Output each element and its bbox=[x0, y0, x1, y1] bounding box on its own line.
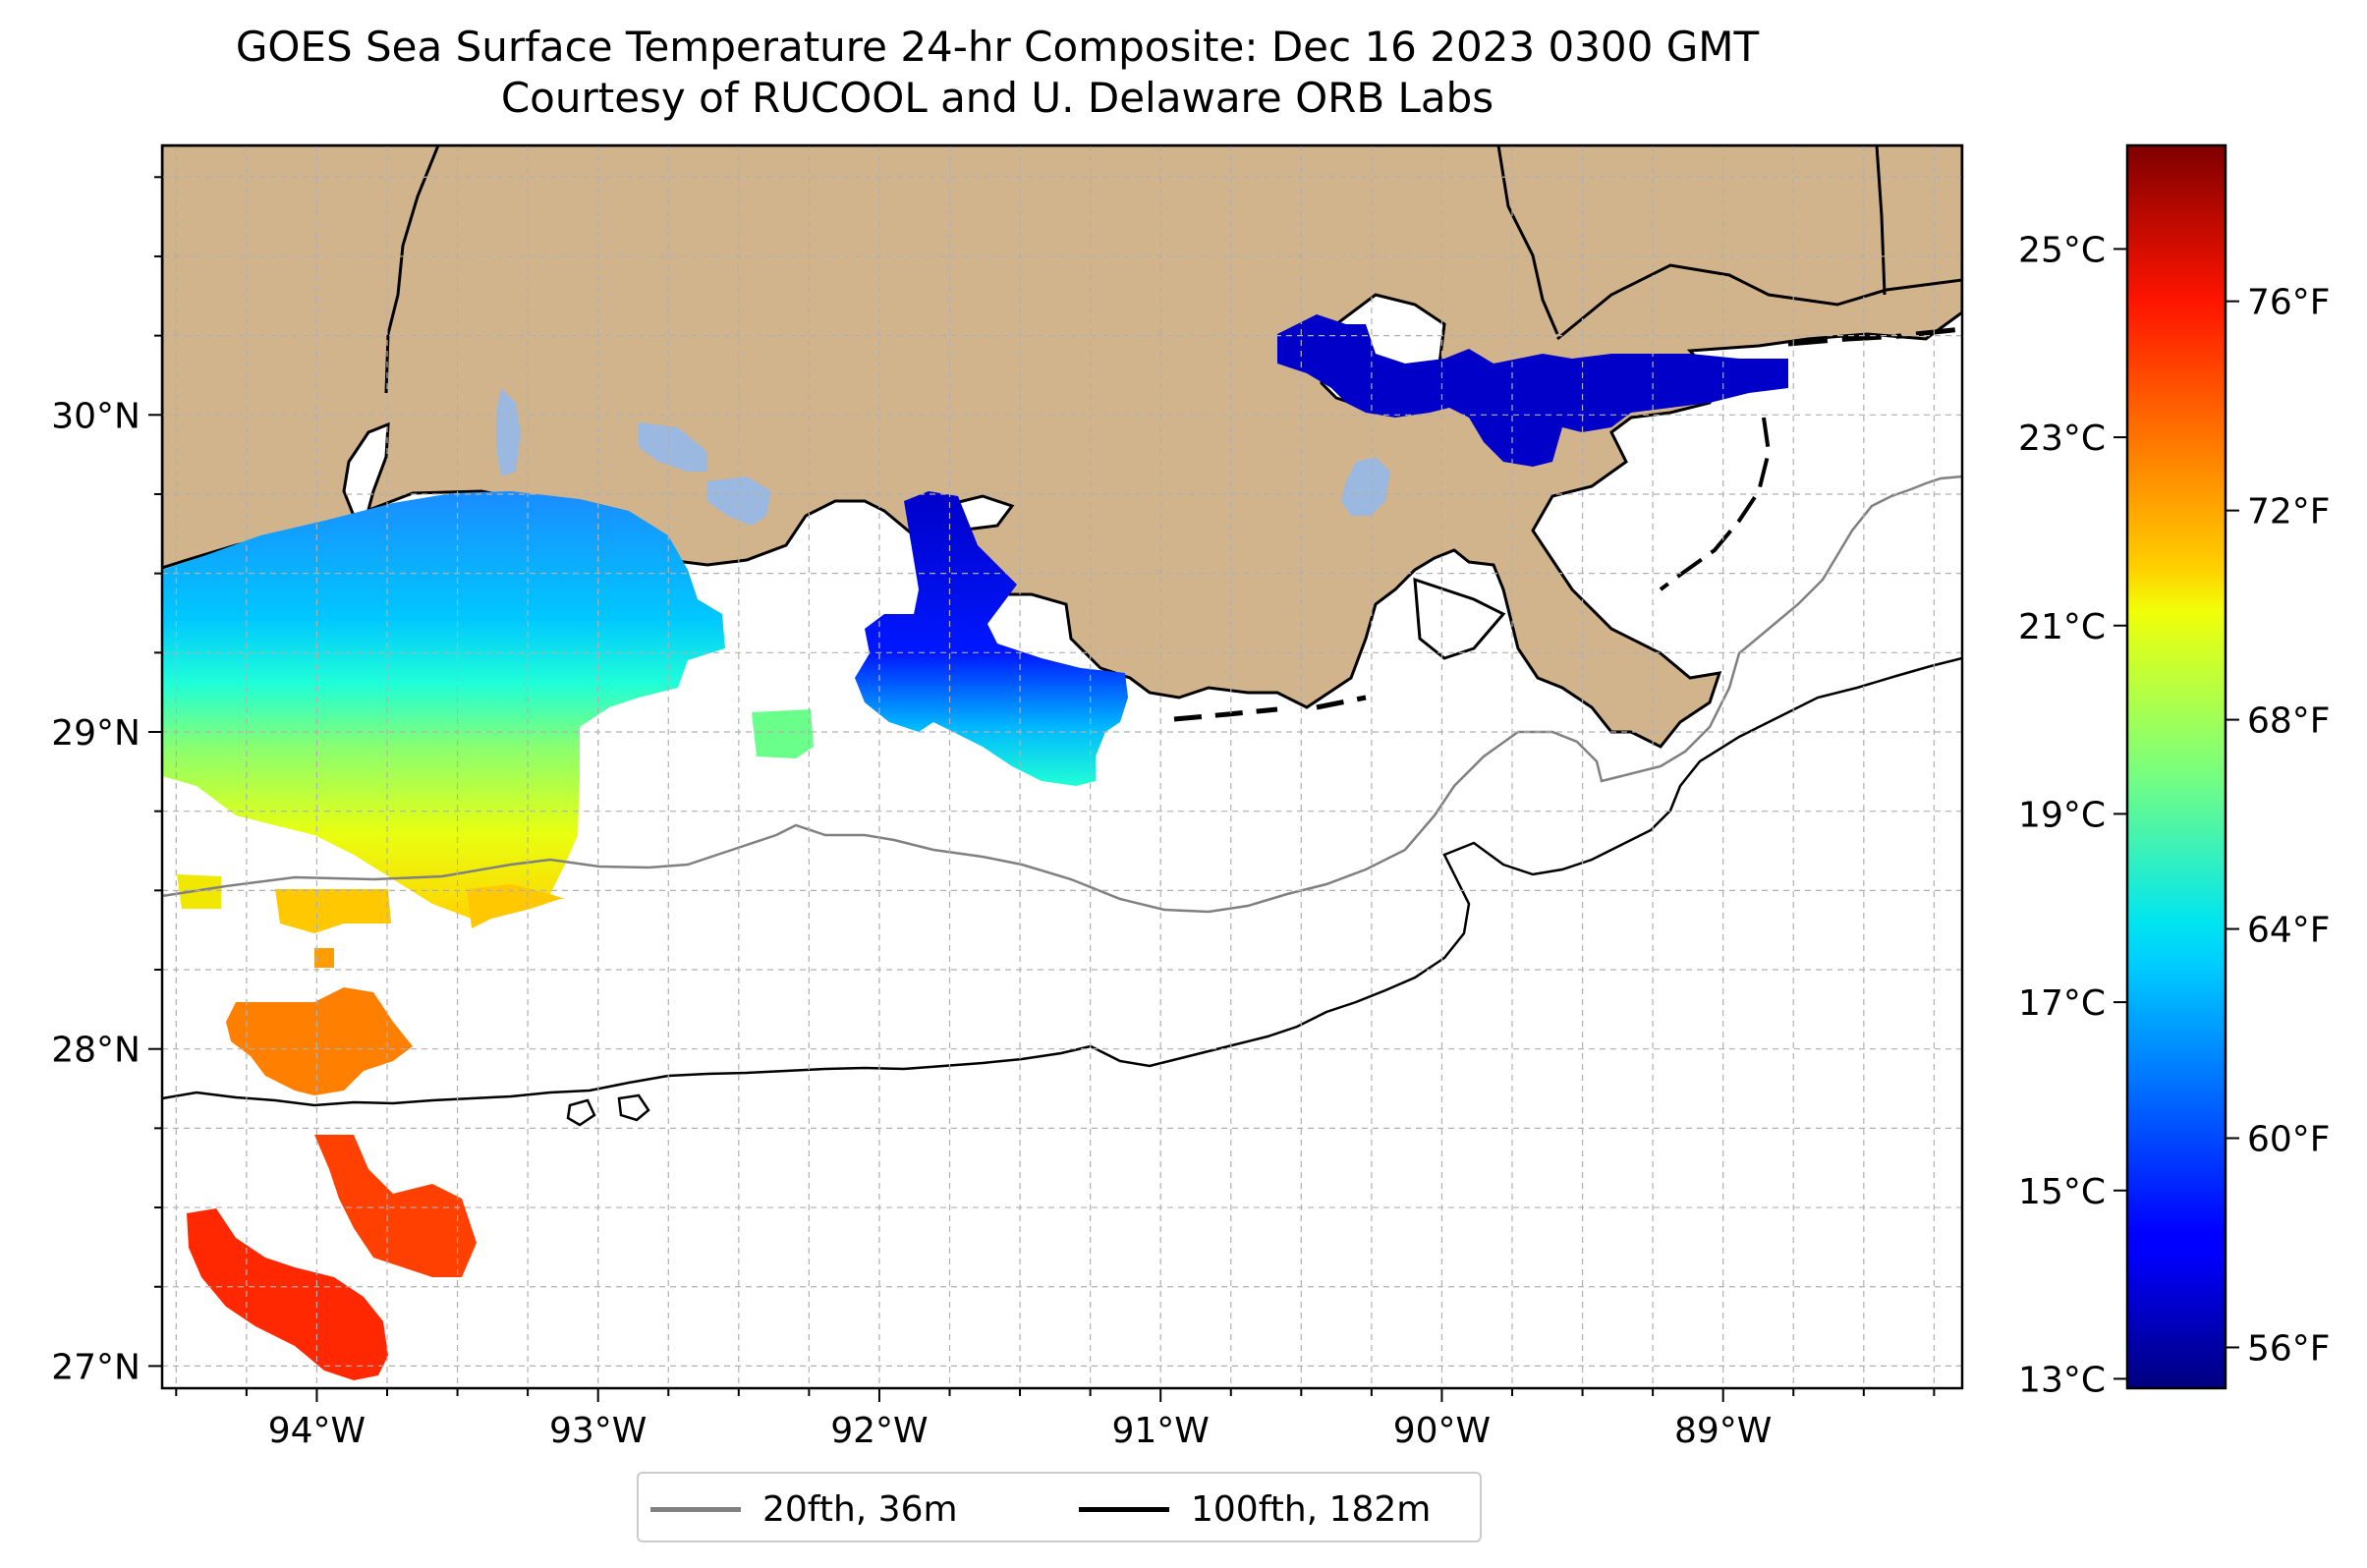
sst-patch-central bbox=[855, 491, 1128, 786]
sst-patch-yellow-2 bbox=[275, 889, 391, 933]
celsius-tick-label: 17°C bbox=[2018, 983, 2106, 1024]
fahrenheit-tick-label: 76°F bbox=[2247, 283, 2331, 323]
barataria-bay bbox=[1413, 577, 1506, 660]
sst-patch-green-92W bbox=[752, 709, 814, 758]
contour-20fth bbox=[162, 475, 1962, 914]
contour-100fth bbox=[162, 656, 1962, 1107]
sst-patch-orange-2 bbox=[226, 987, 413, 1095]
legend-line-black bbox=[1079, 1506, 1169, 1512]
chandeleur-islands bbox=[1659, 417, 1772, 591]
sst-patch-red-2 bbox=[187, 1208, 388, 1380]
cloud-patch-1 bbox=[496, 388, 521, 476]
lon-tick-label: 92°W bbox=[830, 1411, 928, 1451]
lat-tick-label: 30°N bbox=[51, 396, 141, 436]
map-area: 30°N 29°N 28°N 27°N 94°W 93°W 92°W 91°W 90°W 89°… bbox=[51, 143, 1964, 1451]
fahrenheit-tick-label: 60°F bbox=[2247, 1120, 2331, 1160]
fahrenheit-tick-label: 68°F bbox=[2247, 701, 2331, 742]
sst-patch-east bbox=[1277, 314, 1788, 467]
state-border bbox=[1496, 145, 1887, 335]
legend-item-20fth: 20fth, 36m bbox=[650, 1474, 958, 1544]
celsius-tick-label: 25°C bbox=[2018, 230, 2106, 270]
contour-100fth-island-1 bbox=[566, 1098, 596, 1127]
legend-label-20fth: 20fth, 36m bbox=[762, 1488, 958, 1530]
celsius-tick-label: 15°C bbox=[2018, 1172, 2106, 1212]
cloud-patch-2 bbox=[639, 422, 707, 472]
lon-tick-label: 89°W bbox=[1674, 1411, 1772, 1451]
lat-tick-label: 27°N bbox=[51, 1347, 141, 1387]
fahrenheit-tick-label: 64°F bbox=[2247, 911, 2331, 951]
colorbar: 25°C 23°C 21°C 19°C 17°C 15°C 13°C 76°F 72°F 68°… bbox=[2018, 143, 2331, 1400]
lon-tick-label: 91°W bbox=[1111, 1411, 1209, 1451]
land-mass bbox=[162, 145, 1962, 749]
ms-coast bbox=[1556, 263, 1962, 341]
ms-sound-island bbox=[1787, 326, 1962, 347]
fahrenheit-tick-label: 72°F bbox=[2247, 492, 2331, 532]
sabine-river bbox=[384, 145, 440, 394]
grid-lines bbox=[162, 145, 1962, 1388]
latitude-axis: 30°N 29°N 28°N 27°N bbox=[51, 176, 162, 1387]
cloud-patch-4 bbox=[1341, 457, 1390, 516]
title-line-2: Courtesy of RUCOOL and U. Delaware ORB L… bbox=[500, 74, 1494, 122]
lat-tick-label: 28°N bbox=[51, 1031, 141, 1071]
cloud-patch-3 bbox=[707, 476, 771, 526]
sst-patch-yellow-3 bbox=[467, 884, 565, 928]
celsius-tick-label: 21°C bbox=[2018, 607, 2106, 647]
title-line-1: GOES Sea Surface Temperature 24-hr Compo… bbox=[235, 23, 1760, 71]
chart-title: GOES Sea Surface Temperature 24-hr Compo… bbox=[0, 22, 1995, 124]
fahrenheit-tick-label: 56°F bbox=[2247, 1328, 2331, 1369]
map-frame bbox=[160, 143, 1964, 1390]
contour-100fth-island-2 bbox=[617, 1093, 650, 1122]
sst-patch-yellow-1 bbox=[177, 874, 221, 909]
celsius-tick-label: 13°C bbox=[2018, 1360, 2106, 1400]
lon-tick-label: 93°W bbox=[549, 1411, 647, 1451]
legend: 20fth, 36m 100fth, 182m bbox=[637, 1472, 1482, 1542]
legend-item-100fth: 100fth, 182m bbox=[1079, 1474, 1431, 1544]
legend-label-100fth: 100fth, 182m bbox=[1191, 1488, 1432, 1530]
celsius-tick-label: 19°C bbox=[2018, 795, 2106, 835]
colorbar-gradient bbox=[2125, 143, 2227, 1390]
barrier-islands bbox=[1173, 695, 1367, 722]
longitude-axis: 94°W 93°W 92°W 91°W 90°W 89°W bbox=[175, 1388, 1936, 1451]
sst-patch-red-1 bbox=[314, 1135, 477, 1277]
legend-line-gray bbox=[650, 1506, 741, 1512]
sst-patch-orange-1 bbox=[314, 948, 334, 968]
fahrenheit-axis: 76°F 72°F 68°F 64°F 60°F 56°F bbox=[2226, 283, 2331, 1369]
celsius-tick-label: 23°C bbox=[2018, 419, 2106, 459]
lat-tick-label: 29°N bbox=[51, 713, 141, 754]
lon-tick-label: 90°W bbox=[1393, 1411, 1491, 1451]
celsius-axis: 25°C 23°C 21°C 19°C 17°C 15°C 13°C bbox=[2018, 230, 2127, 1400]
lon-tick-label: 94°W bbox=[268, 1411, 366, 1451]
